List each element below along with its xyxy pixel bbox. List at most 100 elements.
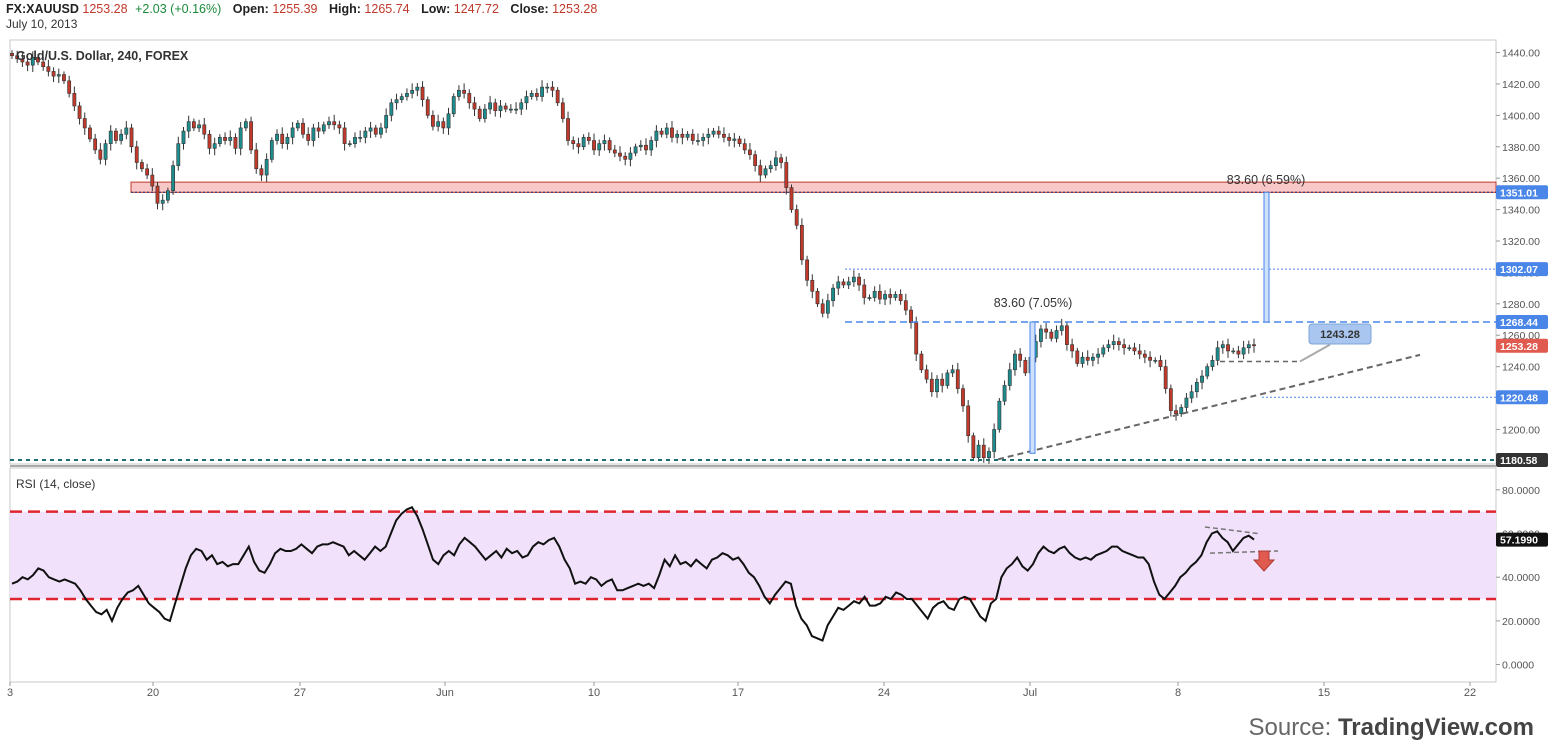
- candle-body: [280, 133, 285, 144]
- candle-body: [924, 369, 929, 380]
- candle-body: [467, 93, 472, 104]
- candle-body: [555, 89, 560, 104]
- candle-body: [363, 130, 368, 138]
- low-value: 1247.72: [453, 2, 499, 16]
- candle-body: [929, 378, 934, 393]
- candle-body: [618, 152, 622, 157]
- candle-body: [1101, 347, 1106, 355]
- candle-body: [851, 276, 856, 283]
- price-chart-title: Gold/U.S. Dollar, 240, FOREX: [16, 49, 189, 63]
- candle-body: [114, 130, 118, 141]
- candle-body: [722, 133, 726, 138]
- source-prefix: Source:: [1248, 714, 1338, 741]
- candle-body: [1148, 356, 1152, 361]
- candle-body: [181, 130, 186, 144]
- x-tick-label: 27: [294, 687, 306, 699]
- candle-body: [768, 165, 773, 170]
- candle-body: [207, 133, 212, 149]
- candle-body: [706, 133, 711, 138]
- candle-body: [1096, 353, 1101, 358]
- candle-body: [877, 290, 882, 300]
- candle-body: [425, 99, 430, 116]
- candle-body: [1111, 341, 1116, 345]
- price-badge-label: 1302.07: [1500, 264, 1538, 276]
- candle-body: [794, 209, 799, 226]
- candle-body: [1091, 356, 1095, 361]
- candle-body: [10, 53, 14, 57]
- candle-body: [129, 127, 134, 148]
- candle-body: [1106, 344, 1111, 349]
- price-badge: [1496, 452, 1548, 467]
- candle-body: [1241, 347, 1246, 355]
- trend-line: [997, 353, 1421, 461]
- candle-body: [857, 276, 861, 286]
- candle-body: [815, 290, 820, 305]
- candle-body: [254, 149, 259, 170]
- rsi-tick-label: 0.0000: [1502, 660, 1534, 672]
- candle-body: [1231, 350, 1236, 353]
- candle-body: [155, 185, 160, 204]
- measure-box-1: [1029, 321, 1036, 454]
- rsi-divergence-upper: [1204, 526, 1259, 535]
- candle-body: [940, 378, 945, 386]
- candle-body: [290, 127, 295, 138]
- x-tick-label: 15: [1318, 687, 1330, 699]
- candle-body: [919, 353, 924, 371]
- rsi-badge: [1496, 532, 1548, 547]
- candle-body: [774, 157, 778, 166]
- candle-body: [498, 105, 503, 111]
- candle-body: [981, 444, 986, 459]
- candle-body: [597, 143, 602, 151]
- candle-body: [20, 58, 25, 63]
- candle-body: [482, 108, 487, 119]
- high-label: High:: [329, 2, 361, 16]
- candle-body: [269, 140, 274, 160]
- rsi-line: [11, 506, 1255, 642]
- candle-body: [540, 86, 544, 97]
- candle-body: [748, 149, 752, 155]
- candle-body: [1002, 385, 1007, 402]
- price-badge-label: 1180.58: [1500, 455, 1538, 467]
- candle-body: [1054, 330, 1059, 339]
- price-tick-label: 1280.00: [1502, 299, 1540, 311]
- candle-body: [961, 388, 965, 407]
- candle-body: [472, 102, 477, 110]
- x-tick-label: 3: [7, 687, 13, 699]
- candle-body: [503, 105, 508, 110]
- candle-body: [753, 154, 758, 166]
- candle-body: [197, 124, 201, 129]
- candle-body: [259, 168, 264, 176]
- candle-body: [140, 162, 144, 170]
- candle-body: [275, 133, 279, 141]
- candle-body: [1044, 328, 1049, 333]
- x-tick-label: 8: [1175, 687, 1181, 699]
- candle-body: [327, 121, 331, 126]
- candle-body: [62, 74, 66, 82]
- candle-body: [831, 287, 835, 301]
- candle-body: [659, 130, 664, 135]
- candle-body: [77, 105, 82, 119]
- candle-body: [373, 127, 378, 135]
- x-tick-label: 10: [588, 687, 600, 699]
- candle-body: [441, 121, 446, 129]
- candle-body: [332, 121, 337, 126]
- candle-body: [493, 102, 498, 111]
- candle-body: [841, 281, 846, 286]
- candle-body: [644, 144, 648, 151]
- candle-body: [883, 294, 887, 300]
- candle-body: [295, 122, 300, 129]
- x-tick-label: Jun: [436, 687, 454, 699]
- candle-body: [41, 61, 46, 67]
- candle-body: [436, 121, 441, 127]
- symbol[interactable]: FX:XAUUSD: [6, 2, 79, 16]
- x-tick-label: 20: [147, 687, 159, 699]
- candle-body: [98, 149, 103, 160]
- candle-body: [1142, 353, 1147, 358]
- candle-body: [690, 133, 695, 141]
- down-arrow-icon: [1252, 550, 1276, 572]
- candle-body: [379, 127, 383, 135]
- candle-body: [342, 127, 347, 144]
- candle-body: [321, 124, 326, 132]
- source-name: TradingView.com: [1337, 714, 1534, 741]
